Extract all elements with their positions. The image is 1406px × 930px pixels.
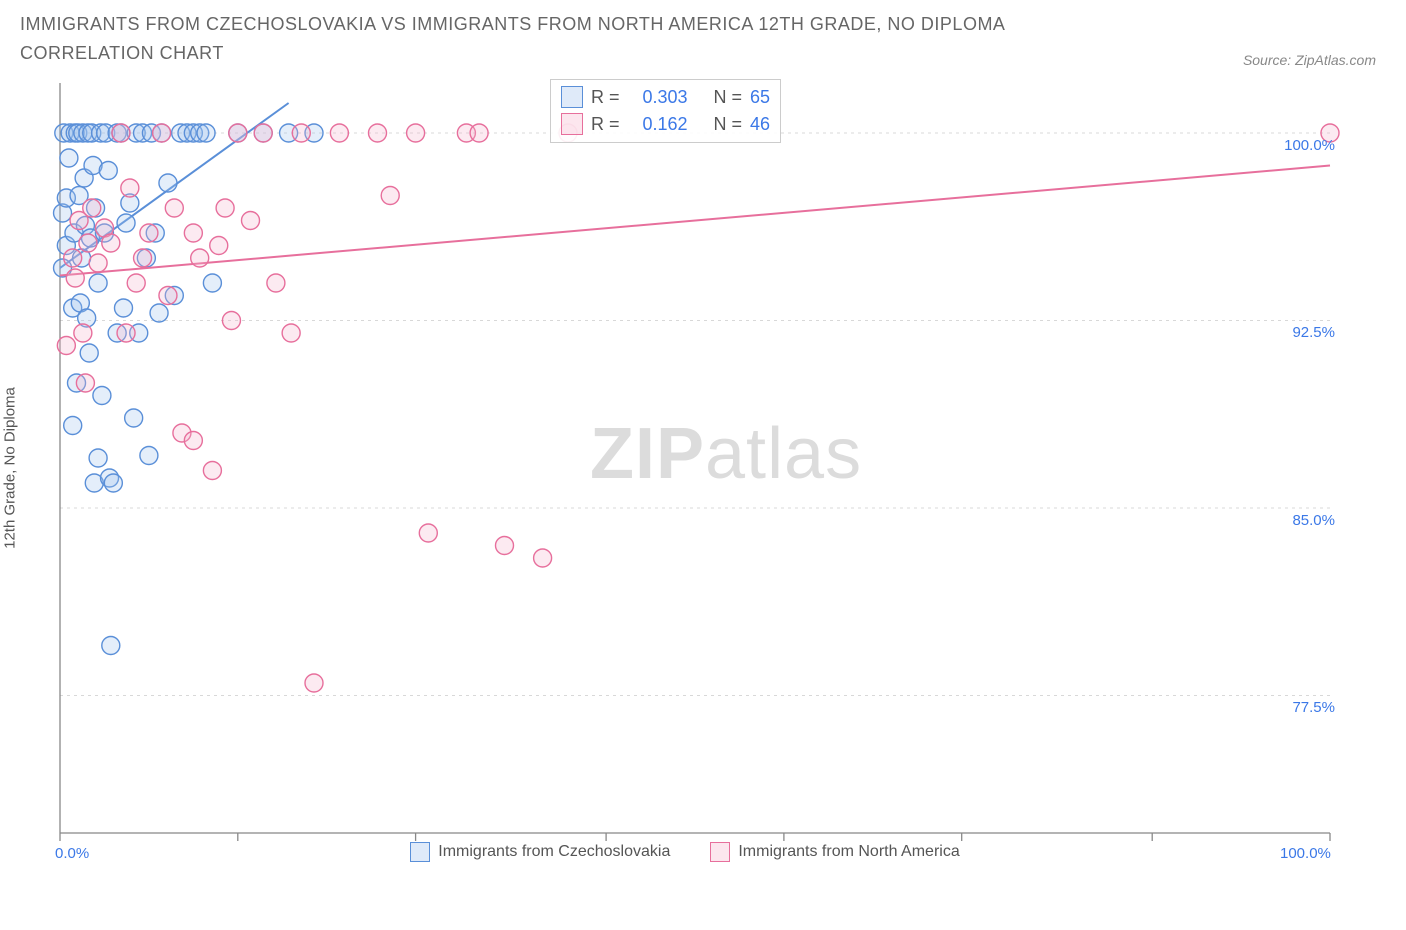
stats-r-label: R = — [591, 84, 620, 111]
stats-n-value: 65 — [750, 84, 770, 111]
source-credit: Source: ZipAtlas.com — [1243, 52, 1386, 68]
stats-legend-box: R = 0.303 N = 65 R = 0.162 N = 46 — [550, 79, 781, 143]
stats-row: R = 0.303 N = 65 — [561, 84, 770, 111]
legend-swatch — [710, 842, 730, 862]
y-tick-label: 92.5% — [1270, 324, 1335, 341]
legend-swatch — [410, 842, 430, 862]
legend-label: Immigrants from North America — [738, 843, 959, 861]
scatter-chart — [20, 73, 1350, 863]
legend-swatch — [561, 86, 583, 108]
y-tick-label: 77.5% — [1270, 699, 1335, 716]
stats-r-label: R = — [591, 111, 620, 138]
legend-item: Immigrants from Czechoslovakia — [410, 842, 670, 862]
stats-n-label: N = — [714, 111, 743, 138]
y-tick-label: 85.0% — [1270, 512, 1335, 529]
y-tick-label: 100.0% — [1270, 137, 1335, 154]
y-axis-label: 12th Grade, No Diploma — [2, 387, 19, 549]
stats-r-value: 0.303 — [628, 84, 688, 111]
legend-item: Immigrants from North America — [710, 842, 959, 862]
stats-r-value: 0.162 — [628, 111, 688, 138]
stats-row: R = 0.162 N = 46 — [561, 111, 770, 138]
stats-n-value: 46 — [750, 111, 770, 138]
bottom-legend: Immigrants from Czechoslovakia Immigrants… — [20, 841, 1350, 863]
legend-swatch — [561, 113, 583, 135]
chart-container: 12th Grade, No Diploma ZIPatlas R =0.303… — [20, 73, 1350, 863]
stats-n-label: N = — [714, 84, 743, 111]
legend-label: Immigrants from Czechoslovakia — [438, 843, 670, 861]
chart-title: IMMIGRANTS FROM CZECHOSLOVAKIA VS IMMIGR… — [20, 10, 1130, 68]
